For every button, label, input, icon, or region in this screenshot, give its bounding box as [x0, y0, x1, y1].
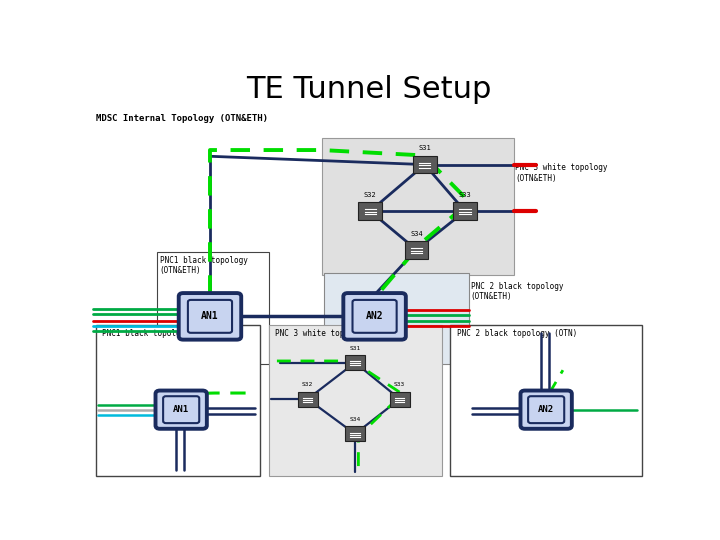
Text: AN1: AN1 [173, 405, 189, 414]
FancyBboxPatch shape [413, 156, 436, 173]
FancyBboxPatch shape [345, 427, 365, 441]
FancyBboxPatch shape [390, 392, 410, 407]
Text: TE Tunnel Setup: TE Tunnel Setup [246, 75, 492, 104]
FancyBboxPatch shape [163, 396, 199, 423]
Text: S33: S33 [394, 382, 405, 387]
Text: AN2: AN2 [538, 405, 554, 414]
Text: S31: S31 [418, 145, 431, 151]
Bar [450, 325, 642, 476]
FancyBboxPatch shape [521, 390, 572, 429]
FancyBboxPatch shape [345, 355, 365, 370]
FancyBboxPatch shape [156, 390, 207, 429]
Text: PNC1 black topology
(OTN&ETH): PNC1 black topology (OTN&ETH) [160, 256, 248, 275]
Text: S33: S33 [459, 192, 472, 198]
Bar [324, 273, 469, 364]
Text: S34: S34 [410, 231, 423, 237]
Bar [157, 252, 269, 364]
FancyBboxPatch shape [528, 396, 564, 423]
Text: PNC 2 black topology (OTN): PNC 2 black topology (OTN) [456, 329, 577, 338]
Text: MDSC Internal Topology (OTN&ETH): MDSC Internal Topology (OTN&ETH) [96, 114, 268, 123]
Text: S32: S32 [302, 382, 313, 387]
FancyBboxPatch shape [343, 293, 406, 340]
FancyBboxPatch shape [405, 241, 428, 259]
Text: AN2: AN2 [366, 312, 383, 321]
Text: S32: S32 [364, 192, 377, 198]
Text: PNC1 black topology (OTN): PNC1 black topology (OTN) [102, 329, 218, 338]
FancyBboxPatch shape [188, 300, 232, 333]
Text: PNC 3 white topology
(OTN&ETH): PNC 3 white topology (OTN&ETH) [516, 163, 608, 183]
Text: PNC 2 black topology
(OTN&ETH): PNC 2 black topology (OTN&ETH) [471, 282, 563, 301]
Text: S31: S31 [349, 346, 361, 350]
FancyBboxPatch shape [359, 202, 382, 220]
Bar [322, 138, 514, 275]
Text: AN1: AN1 [201, 312, 219, 321]
FancyBboxPatch shape [353, 300, 397, 333]
FancyBboxPatch shape [454, 202, 477, 220]
Bar [96, 325, 260, 476]
Bar [269, 325, 441, 476]
FancyBboxPatch shape [179, 293, 241, 340]
Text: PNC 3 white topology (OTN): PNC 3 white topology (OTN) [275, 329, 395, 338]
FancyBboxPatch shape [297, 392, 318, 407]
Text: S34: S34 [349, 417, 361, 422]
